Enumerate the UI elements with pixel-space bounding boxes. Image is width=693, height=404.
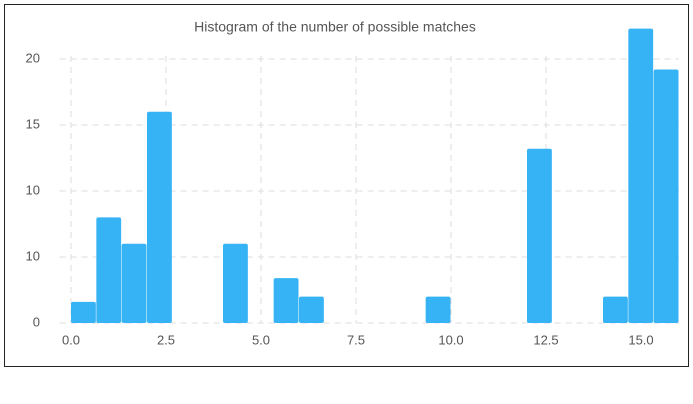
x-tick-label: 10.0 — [438, 332, 463, 347]
bar — [147, 111, 172, 323]
x-tick-label: 7.5 — [347, 332, 365, 347]
x-tick-label: 5.0 — [252, 332, 270, 347]
bar — [527, 148, 552, 323]
bar — [121, 243, 147, 323]
bar — [96, 217, 122, 323]
bar — [653, 69, 679, 323]
x-tick-label: 12.5 — [533, 332, 558, 347]
x-tick-label: 2.5 — [157, 332, 175, 347]
chart-title: Histogram of the number of possible matc… — [194, 19, 476, 35]
bar — [628, 28, 654, 323]
bar — [223, 243, 248, 323]
bar — [425, 296, 451, 323]
bar — [273, 278, 299, 323]
y-tick-label: 0 — [33, 314, 40, 329]
bar — [603, 296, 628, 323]
x-tick-label: 0.0 — [62, 332, 80, 347]
x-tick-label: 15.0 — [628, 332, 653, 347]
y-tick-label: 10 — [26, 182, 40, 197]
bar — [71, 301, 96, 323]
bar — [299, 296, 324, 323]
y-tick-label: 15 — [26, 116, 40, 131]
y-tick-label: 20 — [26, 50, 40, 65]
y-tick-label: 10 — [26, 248, 40, 263]
